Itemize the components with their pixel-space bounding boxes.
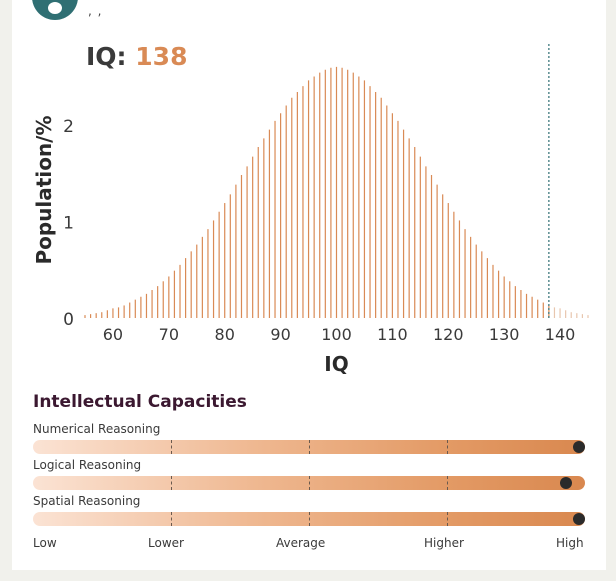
capacity-bar-tick xyxy=(447,476,448,490)
capacity-bar xyxy=(33,476,585,490)
x-axis-ticks: 60 70 80 90 100 110 120 130 140 xyxy=(103,325,576,344)
capacity-label: Spatial Reasoning xyxy=(33,494,141,508)
capacity-level-dot xyxy=(559,477,572,489)
capacity-bar-tick xyxy=(447,512,448,526)
x-tick-label: 80 xyxy=(215,325,235,344)
x-axis-label: IQ xyxy=(324,352,348,376)
scale-label: Higher xyxy=(424,536,464,550)
capacity-level-dot xyxy=(573,513,585,525)
x-tick-label: 60 xyxy=(103,325,123,344)
scale-label: Average xyxy=(276,536,326,550)
capacity-label: Logical Reasoning xyxy=(33,458,142,472)
capacity-bar-tick xyxy=(447,440,448,454)
capacity-bar-tick xyxy=(171,440,172,454)
chart-bars xyxy=(84,66,589,318)
x-tick-label: 90 xyxy=(270,325,290,344)
capacity-bar-tick xyxy=(309,440,310,454)
avatar xyxy=(32,0,78,20)
y-tick-label: 1 xyxy=(63,213,74,233)
y-tick-label: 2 xyxy=(63,117,74,137)
iq-distribution-chart: 60 70 80 90 100 110 120 130 140 0 1 2 IQ Populatio… xyxy=(32,44,589,376)
iq-score-value: 138 xyxy=(135,42,188,71)
capacity-bar xyxy=(33,512,585,526)
capacity-level-dot xyxy=(573,441,585,453)
capacity-label: Numerical Reasoning xyxy=(33,422,161,436)
x-tick-label: 140 xyxy=(545,325,576,344)
user-icon xyxy=(48,2,62,14)
scale-label: High xyxy=(556,536,584,550)
capacity-bar-tick xyxy=(171,476,172,490)
x-tick-label: 100 xyxy=(321,325,352,344)
x-tick-label: 110 xyxy=(377,325,408,344)
iq-score-label: IQ: xyxy=(86,42,127,71)
iq-score-heading: IQ: 138 xyxy=(86,42,187,71)
y-tick-label: 0 xyxy=(63,310,74,330)
scale-label: Low xyxy=(33,536,57,550)
capacity-bar-tick xyxy=(171,512,172,526)
capacity-bar-tick xyxy=(309,476,310,490)
capacity-bar xyxy=(33,440,585,454)
x-tick-label: 70 xyxy=(159,325,179,344)
capacity-bar-tick xyxy=(309,512,310,526)
scale-label: Lower xyxy=(148,536,184,550)
y-axis-label: Population/% xyxy=(32,115,56,264)
capacities-title: Intellectual Capacities xyxy=(33,392,247,412)
x-tick-label: 130 xyxy=(489,325,520,344)
y-axis-ticks: 0 1 2 xyxy=(63,117,74,330)
header-commas: , , xyxy=(88,4,103,18)
x-tick-label: 120 xyxy=(433,325,464,344)
